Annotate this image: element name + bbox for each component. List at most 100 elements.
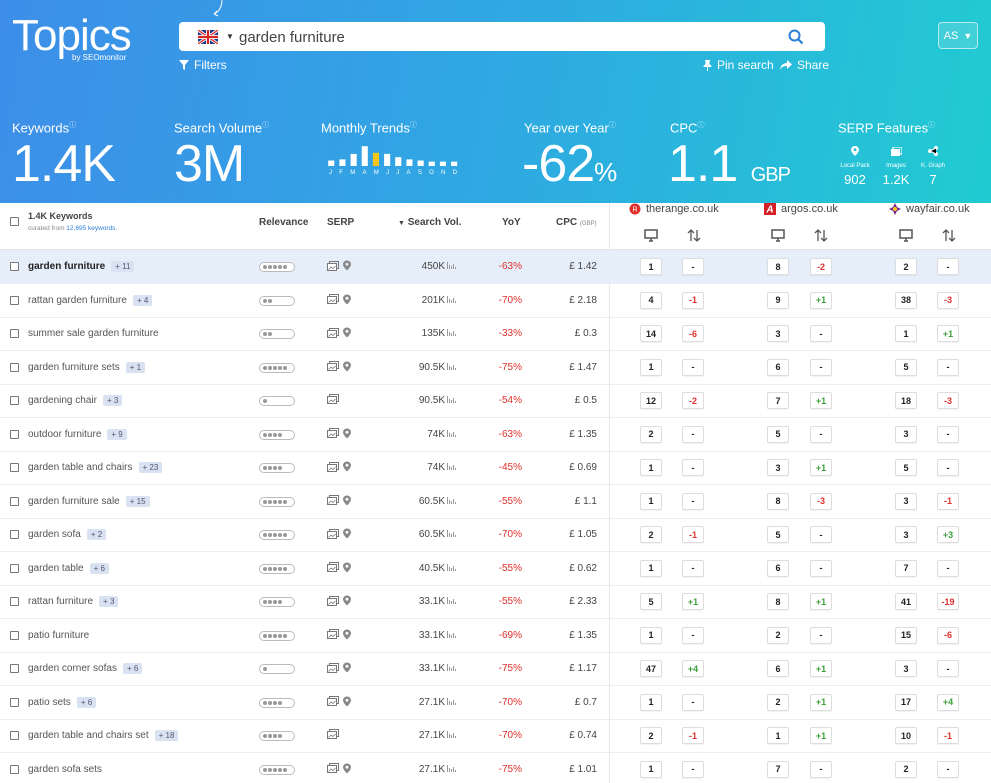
keyword-cell[interactable]: summer sale garden furniture	[28, 328, 159, 339]
rank-position[interactable]: 1	[640, 693, 662, 711]
rank-position[interactable]: 6	[767, 358, 789, 376]
row-checkbox[interactable]	[10, 463, 19, 472]
info-icon[interactable]: ⓘ	[262, 122, 270, 129]
rank-position[interactable]: 1	[767, 727, 789, 744]
table-row[interactable]: garden furniture sale + 15 60.5K -55% £ 1.1 1…	[0, 485, 991, 519]
variations-badge[interactable]: + 15	[125, 495, 150, 507]
keyword-cell[interactable]: garden table and chairs + 23	[28, 462, 163, 473]
rank-position[interactable]: 1	[640, 492, 662, 510]
select-all-checkbox[interactable]	[10, 217, 19, 226]
rank-position[interactable]: 1	[640, 459, 662, 476]
serp-icons[interactable]	[327, 294, 351, 305]
rank-change[interactable]: -	[810, 559, 832, 577]
rank-change[interactable]: +4	[682, 660, 704, 677]
sort-arrows-icon[interactable]	[687, 229, 701, 242]
rank-change[interactable]: -2	[682, 392, 704, 409]
volume-chart-icon[interactable]	[447, 697, 456, 705]
keyword-cell[interactable]: garden sofa + 2	[28, 529, 107, 540]
yoy-header[interactable]: YoY	[502, 217, 521, 228]
rank-position[interactable]: 3	[895, 492, 917, 510]
rank-position[interactable]: 5	[767, 425, 789, 443]
variations-badge[interactable]: + 6	[76, 696, 97, 708]
rank-change[interactable]: -	[682, 693, 704, 711]
filters-button[interactable]: Filters	[179, 58, 227, 72]
cpc-header[interactable]: CPC (GBP)	[556, 217, 597, 228]
variations-badge[interactable]: + 4	[132, 294, 153, 306]
rank-position[interactable]: 2	[640, 526, 662, 543]
logo[interactable]: Topics	[12, 11, 132, 60]
volume-chart-icon[interactable]	[447, 630, 456, 638]
volume-chart-icon[interactable]	[447, 429, 456, 437]
rank-position[interactable]: 4	[640, 291, 662, 309]
rank-position[interactable]: 3	[895, 425, 917, 443]
variations-badge[interactable]: + 3	[99, 596, 119, 607]
rank-change[interactable]: +3	[937, 526, 959, 543]
keyword-cell[interactable]: patio furniture	[28, 630, 89, 641]
rank-change[interactable]: -	[937, 760, 959, 778]
rank-position[interactable]: 8	[767, 492, 789, 510]
rank-change[interactable]: -1	[682, 526, 704, 543]
info-icon[interactable]: ⓘ	[697, 122, 705, 129]
info-icon[interactable]: ⓘ	[409, 122, 417, 129]
rank-position[interactable]: 7	[895, 559, 917, 577]
serp-icons[interactable]	[327, 729, 339, 739]
table-row[interactable]: garden corner sofas + 6 33.1K -75% £ 1.17 47 +…	[0, 652, 991, 686]
search-bar[interactable]: ▼	[179, 22, 825, 51]
rank-position[interactable]: 6	[767, 559, 789, 577]
search-icon[interactable]	[787, 28, 805, 46]
rank-change[interactable]: -1	[937, 492, 959, 510]
info-icon[interactable]: ⓘ	[608, 122, 616, 129]
row-checkbox[interactable]	[10, 396, 19, 405]
rank-change[interactable]: -	[810, 358, 832, 376]
rank-position[interactable]: 2	[640, 727, 662, 744]
keyword-cell[interactable]: rattan furniture + 3	[28, 596, 119, 607]
rank-change[interactable]: -2	[810, 258, 832, 275]
volume-chart-icon[interactable]	[447, 463, 456, 470]
volume-chart-icon[interactable]	[447, 764, 456, 772]
table-row[interactable]: garden sofa sets 27.1K -75% £ 1.01 1 - 7 - 2 -	[0, 753, 991, 783]
row-checkbox[interactable]	[10, 496, 19, 506]
rank-change[interactable]: -6	[682, 325, 704, 342]
rank-position[interactable]: 38	[895, 291, 917, 309]
serp-icons[interactable]	[327, 629, 351, 640]
serp-icons[interactable]	[327, 260, 351, 271]
row-checkbox[interactable]	[10, 731, 19, 740]
variations-badge[interactable]: + 3	[102, 395, 123, 406]
volume-chart-icon[interactable]	[447, 563, 456, 571]
rank-change[interactable]: -	[810, 626, 832, 644]
keyword-cell[interactable]: garden furniture sale + 15	[28, 495, 150, 507]
serp-icons[interactable]	[327, 528, 351, 539]
rank-position[interactable]: 7	[767, 392, 789, 409]
volume-chart-icon[interactable]	[447, 530, 456, 537]
pin-search-button[interactable]: Pin search	[703, 58, 774, 72]
rank-change[interactable]: +1	[810, 727, 832, 744]
serp-icons[interactable]	[327, 495, 351, 506]
rank-position[interactable]: 5	[895, 358, 917, 376]
rank-position[interactable]: 47	[640, 660, 662, 677]
info-icon[interactable]: ⓘ	[69, 122, 77, 129]
serp-icons[interactable]	[327, 696, 351, 707]
row-checkbox[interactable]	[10, 764, 19, 774]
curated-link[interactable]: 12,695 keywords.	[66, 225, 118, 232]
table-row[interactable]: outdoor furniture + 9 74K -63% £ 1.35 2 - 5 - 3 -	[0, 418, 991, 452]
table-row[interactable]: summer sale garden furniture 135K -33% £ 0.…	[0, 317, 991, 351]
row-checkbox[interactable]	[10, 362, 19, 372]
variations-badge[interactable]: + 9	[107, 428, 127, 440]
uk-flag-icon[interactable]	[198, 30, 218, 44]
table-row[interactable]: gardening chair + 3 90.5K -54% £ 0.5 12 -2 7 +1 1…	[0, 384, 991, 418]
rank-position[interactable]: 3	[767, 325, 789, 342]
relevance-header[interactable]: Relevance	[259, 217, 309, 228]
table-row[interactable]: rattan furniture + 3 33.1K -55% £ 2.33 5 +1 8 +1…	[0, 585, 991, 619]
rank-position[interactable]: 14	[640, 325, 662, 342]
rank-change[interactable]: -	[937, 559, 959, 577]
rank-position[interactable]: 3	[895, 526, 917, 543]
rank-change[interactable]: -1	[937, 727, 959, 744]
rank-position[interactable]: 1	[640, 760, 662, 778]
rank-change[interactable]: -3	[937, 392, 959, 409]
domain-header-argos[interactable]: A argos.co.uk	[764, 203, 838, 215]
keyword-cell[interactable]: garden furniture sets + 1	[28, 361, 146, 373]
volume-chart-icon[interactable]	[447, 731, 456, 738]
domain-header-therange[interactable]: R therange.co.uk	[629, 203, 719, 215]
rank-change[interactable]: -	[682, 559, 704, 577]
rank-change[interactable]: -	[810, 526, 832, 543]
